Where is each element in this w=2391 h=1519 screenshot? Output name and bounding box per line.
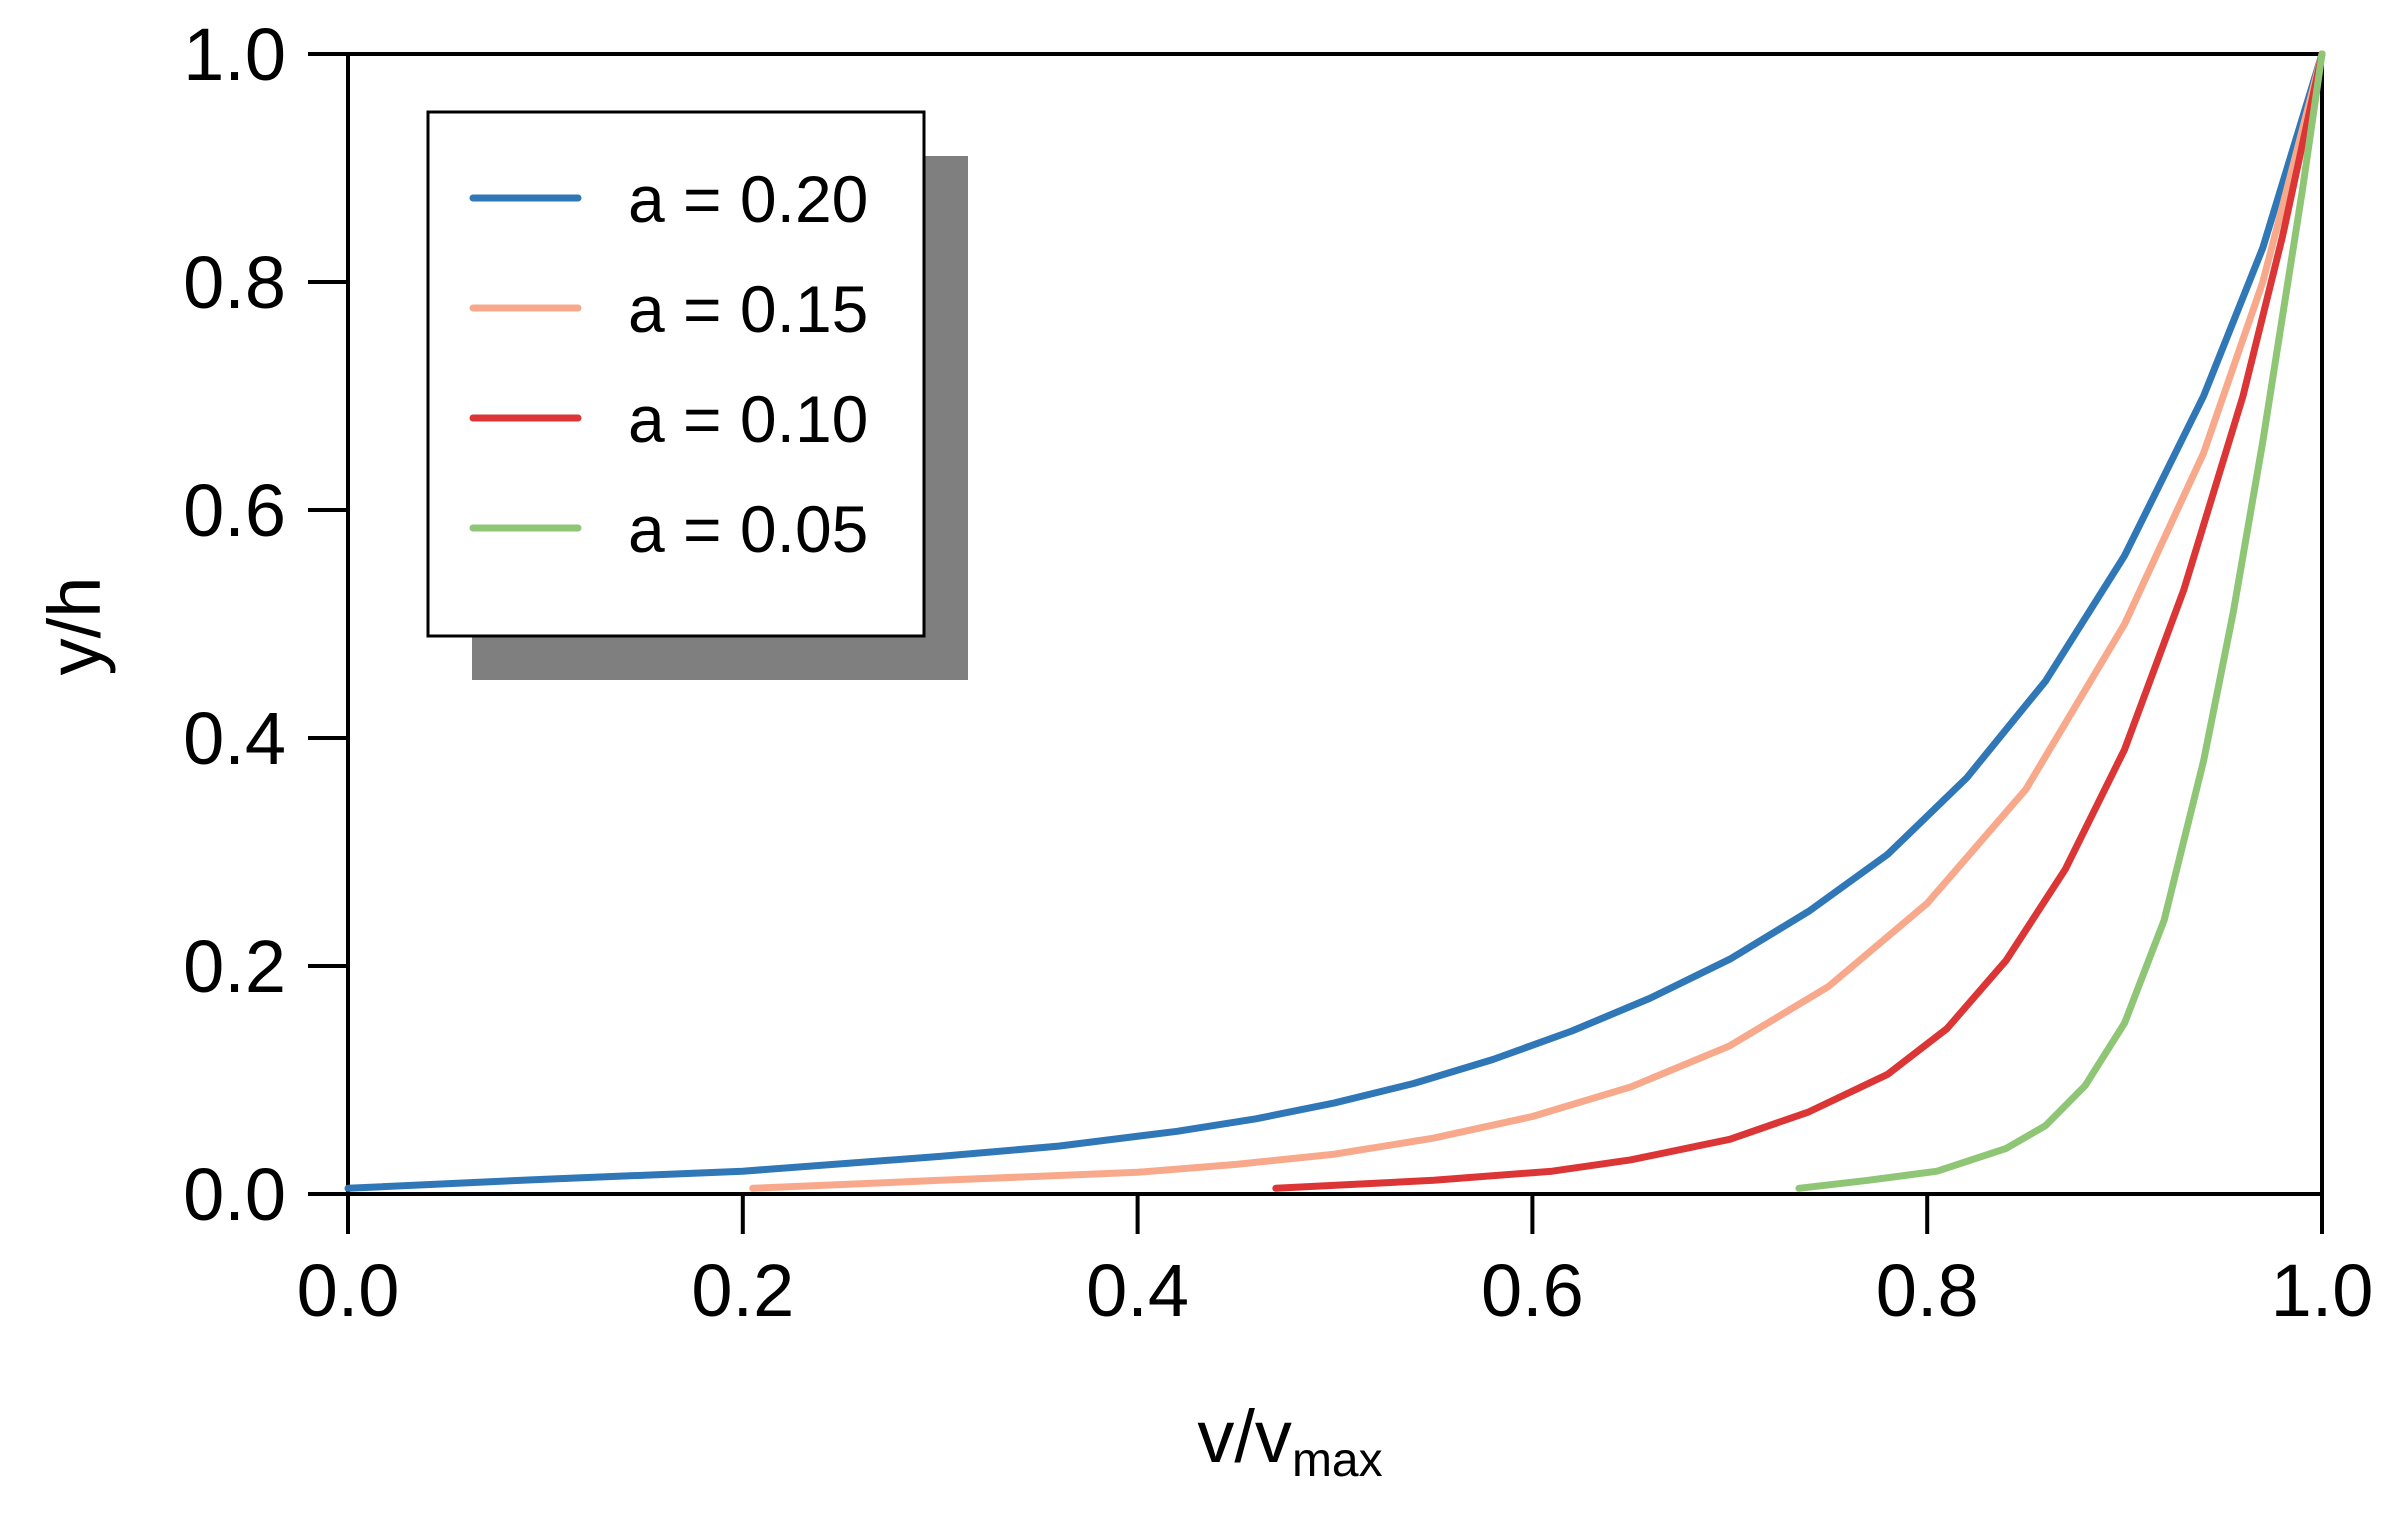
plot-frame — [346, 52, 2324, 1196]
series-line-2 — [749, 50, 2326, 1192]
x-axis-title: v/vmax — [1197, 1395, 1382, 1487]
y-axis-title: y/h — [33, 577, 116, 676]
series-line-4 — [1795, 50, 2326, 1192]
legend: a = 0.20 a = 0.15 a = 0.10 a = 0.05 — [426, 110, 968, 680]
legend-label-3: a = 0.10 — [628, 382, 868, 456]
series-line-1 — [344, 50, 2326, 1192]
x-tick-label: 0.2 — [691, 1249, 794, 1332]
y-tick-label: 0.2 — [183, 925, 286, 1008]
x-tick-label: 0.8 — [1876, 1249, 1979, 1332]
y-tick-label: 0.4 — [183, 697, 286, 780]
legend-label-1: a = 0.20 — [628, 162, 868, 236]
y-tick-label: 0.6 — [183, 469, 286, 552]
series-layer — [344, 50, 2326, 1192]
x-tick-label: 0.4 — [1086, 1249, 1189, 1332]
x-axis-title-subscript: max — [1292, 1434, 1383, 1487]
x-tick-label: 0.6 — [1481, 1249, 1584, 1332]
x-tick-label: 0.0 — [297, 1249, 400, 1332]
y-tick-label: 1.0 — [183, 13, 286, 96]
y-tick-label: 0.0 — [183, 1153, 286, 1236]
series-line-3 — [1272, 50, 2326, 1192]
x-tick-label: 1.0 — [2271, 1249, 2374, 1332]
y-tick-label: 0.8 — [183, 241, 286, 324]
y-axis: 0.0 0.2 0.4 0.6 0.8 1.0 — [183, 13, 348, 1236]
legend-label-4: a = 0.05 — [628, 492, 868, 566]
x-axis: 0.0 0.2 0.4 0.6 0.8 1.0 — [297, 1194, 2374, 1332]
legend-label-2: a = 0.15 — [628, 272, 868, 346]
